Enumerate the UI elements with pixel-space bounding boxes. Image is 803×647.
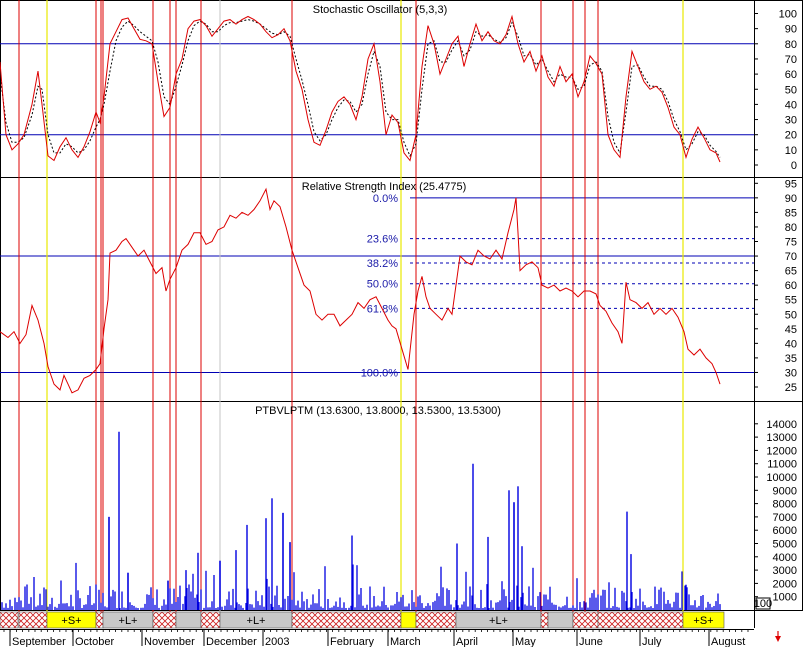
volume-y-tick-label: 7000 bbox=[773, 512, 797, 524]
rsi-y-tick-label: 50 bbox=[785, 309, 797, 321]
stochastic-k-line bbox=[0, 14, 721, 163]
volume-y-tick-label: 11000 bbox=[767, 459, 797, 471]
signal-segment-label: +L+ bbox=[247, 615, 266, 627]
scroll-arrow-icon bbox=[775, 636, 781, 642]
stochastic-y-tick-label: 30 bbox=[785, 115, 797, 127]
x-tick-label: October bbox=[75, 636, 114, 647]
volume-y-tick-label: 12000 bbox=[766, 445, 797, 457]
signal-segment-yellow bbox=[400, 611, 417, 629]
signal-segment-label: +L+ bbox=[489, 615, 508, 627]
signal-segment-gray bbox=[547, 611, 574, 629]
rsi-y-tick-label: 40 bbox=[785, 338, 797, 350]
stochastic-y-tick-label: 80 bbox=[785, 39, 797, 51]
rsi-title: Relative Strength Index (25.4775) bbox=[302, 181, 467, 193]
rsi-y-tick-label: 70 bbox=[785, 251, 797, 263]
x-tick-label: September bbox=[12, 636, 66, 647]
volume-y-tick-label: 3000 bbox=[773, 565, 797, 577]
x-tick-label: March bbox=[390, 636, 421, 647]
volume-unit-box bbox=[755, 597, 771, 610]
volume-y-tick-label: 10000 bbox=[766, 472, 797, 484]
rsi-line bbox=[0, 187, 721, 394]
x-tick-label: April bbox=[456, 636, 478, 647]
stochastic-y-tick-label: 60 bbox=[785, 69, 797, 81]
signal-segment-hatch bbox=[95, 611, 104, 629]
fib-level-label: 23.6% bbox=[367, 234, 398, 246]
signal-segment-yellow bbox=[682, 611, 725, 629]
signal-segment-gray bbox=[175, 611, 202, 629]
rsi-y-tick-label: 95 bbox=[785, 178, 797, 190]
signal-segment-label: +S+ bbox=[693, 615, 713, 627]
signal-segment-hatch bbox=[597, 611, 684, 629]
volume-y-tick-label: 9000 bbox=[773, 485, 797, 497]
stochastic-y-tick-label: 40 bbox=[785, 99, 797, 111]
rsi-y-tick-label: 90 bbox=[785, 193, 797, 205]
signal-segment-hatch bbox=[18, 611, 48, 629]
volume-y-tick-label: 13000 bbox=[766, 432, 797, 444]
rsi-y-tick-label: 65 bbox=[785, 266, 797, 278]
x-tick-label: May bbox=[515, 636, 536, 647]
volume-unit-label: 100 bbox=[754, 598, 772, 610]
stochastic-y-tick-label: 10 bbox=[785, 145, 797, 157]
signal-segment-hatch bbox=[415, 611, 457, 629]
rsi-y-tick-label: 80 bbox=[785, 222, 797, 234]
x-tick-label: June bbox=[579, 636, 603, 647]
stochastic-y-tick-label: 20 bbox=[785, 130, 797, 142]
signal-segment-label: +L+ bbox=[119, 615, 138, 627]
volume-title: PTBVLPTM (13.6300, 13.8000, 13.5300, 13.… bbox=[255, 405, 501, 417]
volume-y-tick-label: 14000 bbox=[766, 419, 797, 431]
rsi-y-tick-label: 30 bbox=[785, 367, 797, 379]
axes-layer: 0 10 20 30 40 50 60 70 80 90 100 25 30 35 40 45 50 55 60 65… bbox=[0, 9, 797, 647]
stochastic-y-tick-label: 90 bbox=[785, 24, 797, 36]
signal-segment-hatch bbox=[152, 611, 177, 629]
rsi-y-tick-label: 60 bbox=[785, 280, 797, 292]
signal-segment-hatch bbox=[540, 611, 549, 629]
signal-segment-label: +S+ bbox=[61, 615, 81, 627]
rsi-y-tick-label: 35 bbox=[785, 353, 797, 365]
volume-y-tick-label: 1000 bbox=[773, 592, 797, 604]
rsi-y-tick-label: 45 bbox=[785, 324, 797, 336]
fib-level-label: 0.0% bbox=[373, 193, 398, 205]
signal-segment-hatch bbox=[291, 611, 402, 629]
signal-segment-hatch bbox=[0, 611, 19, 629]
signal-strip: +S+ +L+ +L+ +L+ +S+ bbox=[0, 611, 725, 629]
stochastic-y-tick-label: 50 bbox=[785, 84, 797, 96]
x-tick-label: July bbox=[642, 636, 662, 647]
x-tick-label: November bbox=[144, 636, 195, 647]
stochastic-y-tick-label: 0 bbox=[791, 160, 797, 172]
stochastic-y-tick-label: 70 bbox=[785, 54, 797, 66]
rsi-y-tick-label: 85 bbox=[785, 207, 797, 219]
rsi-y-tick-label: 25 bbox=[785, 382, 797, 394]
x-tick-label: August bbox=[711, 636, 745, 647]
volume-y-tick-label: 4000 bbox=[773, 552, 797, 564]
vertical-markers bbox=[18, 0, 684, 612]
signal-segment-hatch bbox=[200, 611, 221, 629]
fib-level-label: 50.0% bbox=[367, 279, 398, 291]
series-layer bbox=[0, 14, 721, 610]
volume-y-tick-label: 5000 bbox=[773, 539, 797, 551]
rsi-y-tick-label: 75 bbox=[785, 237, 797, 249]
x-tick-label: 2003 bbox=[265, 636, 289, 647]
rsi-y-tick-label: 55 bbox=[785, 295, 797, 307]
stochastic-y-tick-label: 100 bbox=[779, 9, 797, 21]
fib-level-label: 100.0% bbox=[361, 367, 399, 379]
fib-level-label: 38.2% bbox=[367, 258, 398, 270]
stochastic-title: Stochastic Oscillator (5,3,3) bbox=[313, 4, 448, 16]
x-tick-label: December bbox=[206, 636, 257, 647]
volume-y-tick-label: 2000 bbox=[773, 578, 797, 590]
volume-y-tick-label: 6000 bbox=[773, 525, 797, 537]
signal-segment-hatch bbox=[572, 611, 599, 629]
volume-y-tick-label: 8000 bbox=[773, 499, 797, 511]
x-tick-label: February bbox=[330, 636, 375, 647]
